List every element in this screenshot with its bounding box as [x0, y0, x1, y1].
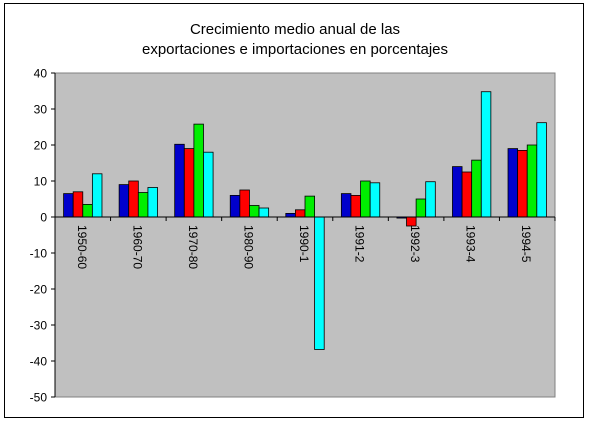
x-tick-label: 1991-2 — [353, 225, 367, 263]
bar-1960-70-series-1 — [118, 184, 130, 218]
bar-1994-5-series-1 — [507, 148, 519, 218]
bar-1970-80-series-3 — [193, 123, 204, 218]
bar-1980-90-series-1 — [229, 194, 241, 218]
x-tick-label: 1970-80 — [186, 225, 200, 269]
bar-1980-90-series-4 — [258, 207, 270, 218]
x-tick-label: 1990-1 — [297, 225, 311, 263]
bar-1970-80-series-2 — [183, 148, 195, 218]
chart-title-line-1: Crecimiento medio anual de las — [190, 21, 400, 38]
bar-1992-3-series-3 — [415, 198, 427, 218]
bar-1991-2-series-3 — [360, 180, 371, 218]
y-tick-label: -20 — [30, 283, 48, 297]
bar-1980-90-series-3 — [249, 205, 260, 218]
bar-1992-3-series-4 — [425, 181, 436, 218]
axes-group — [51, 72, 556, 398]
bar-1970-80-series-1 — [174, 143, 185, 218]
y-tick-label: 20 — [34, 139, 48, 153]
x-tick-label: 1960-70 — [130, 225, 144, 269]
plot-area — [54, 72, 556, 398]
bar-1990-1-series-1 — [285, 212, 296, 218]
bar-1993-4-series-3 — [471, 159, 482, 218]
x-tick-label: 1994-5 — [519, 225, 533, 263]
bar-1950-60-series-3 — [82, 203, 93, 218]
x-tick-label: 1950-60 — [75, 225, 89, 269]
bar-1980-90-series-2 — [239, 189, 250, 218]
y-tick-label: 0 — [40, 211, 47, 225]
bar-1991-2-series-1 — [340, 193, 352, 218]
bar-1994-5-series-4 — [536, 122, 547, 218]
y-tick-label: -50 — [30, 391, 48, 405]
bar-1993-4-series-2 — [461, 171, 473, 218]
bar-1960-70-series-4 — [147, 187, 158, 218]
bar-1950-60-series-4 — [91, 173, 103, 218]
bars-group — [63, 91, 547, 350]
x-tick-label: 1992-3 — [408, 225, 422, 263]
y-tick-label: -10 — [30, 247, 48, 261]
y-tick-label: 10 — [34, 175, 48, 189]
bar-1994-5-series-3 — [526, 144, 538, 218]
bar-1990-1-series-3 — [304, 195, 316, 218]
bar-1950-60-series-1 — [63, 193, 74, 218]
bar-1994-5-series-2 — [517, 149, 528, 218]
x-tick-label: 1993-4 — [464, 225, 478, 263]
y-tick-label: 30 — [34, 103, 48, 117]
bar-1990-1-series-2 — [294, 209, 306, 218]
y-tick-labels: 40 30 20 10 0 -10 -20 -30 -40 -50 — [30, 67, 48, 405]
bar-1950-60-series-2 — [72, 191, 84, 218]
x-tick-label: 1980-90 — [241, 225, 255, 269]
chart-title-line-2: exportaciones e importaciones en porcent… — [142, 41, 448, 58]
bar-1991-2-series-2 — [350, 194, 361, 218]
bar-1960-70-series-3 — [137, 192, 149, 218]
bar-1991-2-series-4 — [369, 182, 381, 218]
bar-1960-70-series-2 — [128, 180, 139, 218]
bar-1970-80-series-4 — [203, 151, 214, 218]
bar-1993-4-series-4 — [480, 91, 492, 218]
y-tick-label: 40 — [34, 67, 48, 81]
bar-1990-1-series-4 — [314, 216, 325, 350]
bar-1993-4-series-1 — [452, 166, 463, 218]
y-tick-label: -40 — [30, 355, 48, 369]
x-tick-labels: 1950-60 1960-70 1970-80 1980-90 1990-1 1991-2… — [75, 225, 533, 269]
y-tick-label: -30 — [30, 319, 48, 333]
